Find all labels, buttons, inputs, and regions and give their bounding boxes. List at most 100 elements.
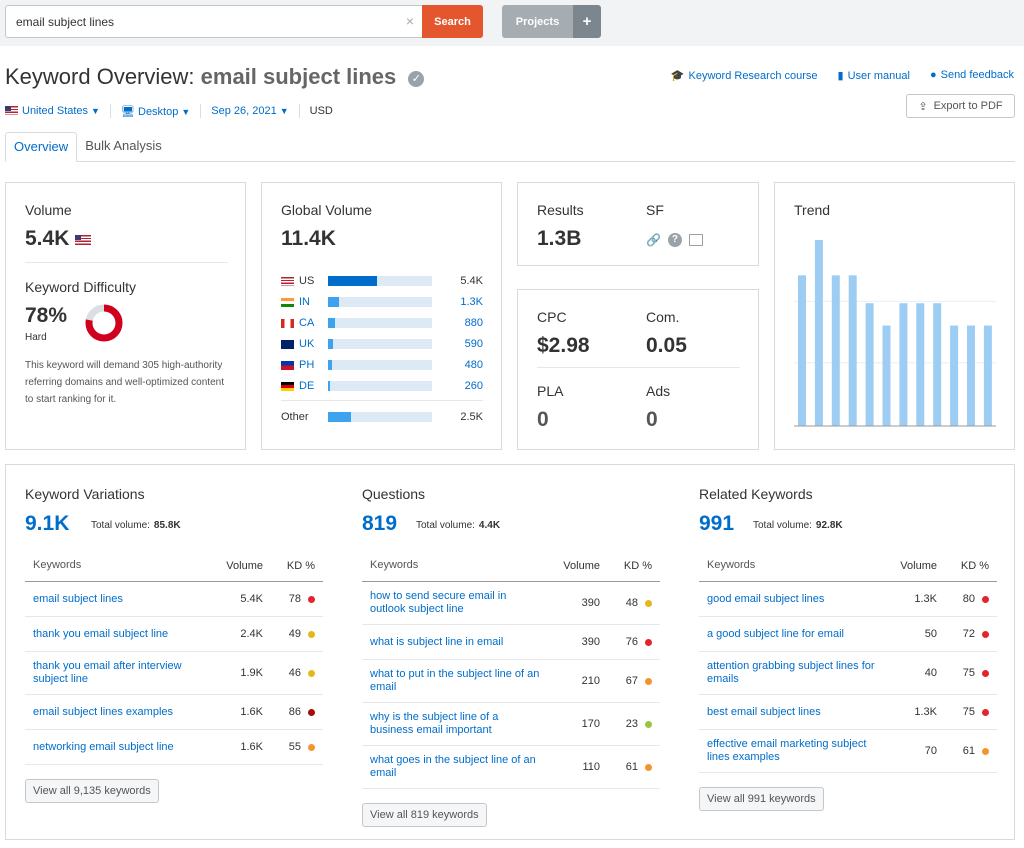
ca-flag-icon xyxy=(281,318,294,328)
other-value: 2.5K xyxy=(460,411,483,423)
col-volume[interactable]: Volume xyxy=(226,559,263,572)
trend-bar[interactable] xyxy=(983,325,992,426)
country-volume[interactable]: 880 xyxy=(464,317,483,329)
kd-donut xyxy=(85,304,123,342)
image-icon[interactable] xyxy=(688,234,703,246)
sf-title: SF xyxy=(646,202,664,218)
kd-value: 86 xyxy=(288,706,301,718)
country-code[interactable]: PH xyxy=(299,359,315,371)
kd-value: 78% xyxy=(25,304,68,327)
table-header: Keywords Volume KD % xyxy=(699,550,997,582)
trend-bar[interactable] xyxy=(882,325,891,426)
keyword-link[interactable]: why is the subject line of a business em… xyxy=(370,711,499,736)
question-icon[interactable]: ? xyxy=(667,233,682,247)
country-code[interactable]: US xyxy=(299,275,315,287)
trend-bar[interactable] xyxy=(814,240,823,426)
export-pdf-button[interactable]: ⇪ Export to PDF xyxy=(906,94,1015,118)
col-kd[interactable]: KD % xyxy=(960,559,989,572)
keywords-table: Keywords Volume KD % good email subject lin… xyxy=(699,550,997,773)
tab-overview[interactable]: Overview xyxy=(5,132,78,162)
trend-bar[interactable] xyxy=(798,275,806,426)
col-kd[interactable]: KD % xyxy=(286,559,315,572)
col-volume[interactable]: Volume xyxy=(563,559,600,572)
keyword-kd: 76 xyxy=(600,636,652,648)
keyword-link[interactable]: best email subject lines xyxy=(707,705,821,718)
keyword-link[interactable]: networking email subject line xyxy=(33,740,174,753)
divider xyxy=(537,367,740,368)
keyword-kd: 49 xyxy=(263,628,315,640)
section-count[interactable]: 819 xyxy=(362,512,398,535)
results-title: Results xyxy=(537,202,584,218)
keyword-link[interactable]: thank you email after interview subject … xyxy=(33,660,182,685)
global-volume-value: 11.4K xyxy=(281,227,336,250)
col-kd[interactable]: KD % xyxy=(623,559,652,572)
search-box: × xyxy=(5,5,483,38)
country-volume[interactable]: 590 xyxy=(464,338,483,350)
country-volume[interactable]: 1.3K xyxy=(460,296,483,308)
trend-bar[interactable] xyxy=(916,303,925,426)
send-feedback-link[interactable]: ● Send feedback xyxy=(930,69,1014,82)
keyword-link[interactable]: what goes in the subject line of an emai… xyxy=(370,754,536,779)
keyword-volume: 390 xyxy=(581,597,600,609)
keyword-link[interactable]: thank you email subject line xyxy=(33,627,169,640)
view-all-button[interactable]: View all 819 keywords xyxy=(362,803,487,827)
keyword-research-course-link[interactable]: 🎓 Keyword Research course xyxy=(671,69,818,82)
kd-donut-arc xyxy=(85,304,123,342)
keyword-link[interactable]: effective email marketing subject lines … xyxy=(707,738,867,763)
kd-value: 76 xyxy=(625,636,638,648)
keyword-link[interactable]: good email subject lines xyxy=(707,592,825,605)
trend-bar[interactable] xyxy=(967,325,975,426)
country-volume[interactable]: 260 xyxy=(464,380,483,392)
country-code[interactable]: DE xyxy=(299,380,315,392)
view-all-button[interactable]: View all 9,135 keywords xyxy=(25,779,159,803)
country-code[interactable]: CA xyxy=(299,317,315,329)
trend-bar[interactable] xyxy=(950,325,959,426)
section-count[interactable]: 9.1K xyxy=(25,512,70,535)
col-volume[interactable]: Volume xyxy=(900,559,937,572)
section-title: Related Keywords xyxy=(699,486,813,502)
kd-dot-icon xyxy=(645,599,652,607)
trend-bar[interactable] xyxy=(899,303,908,426)
us-flag-icon xyxy=(281,276,294,286)
kd-dot-icon xyxy=(308,669,315,677)
table-row: what to put in the subject line of an em… xyxy=(362,660,660,703)
trend-bar[interactable] xyxy=(848,275,857,426)
country-volume[interactable]: 480 xyxy=(464,359,483,371)
clear-icon[interactable]: × xyxy=(405,13,415,29)
chat-icon: ● xyxy=(929,69,937,81)
link-icon[interactable]: 🔗 xyxy=(646,233,661,247)
view-all-button[interactable]: View all 991 keywords xyxy=(699,787,824,811)
country-code[interactable]: UK xyxy=(299,338,315,350)
table-row: good email subject lines 1.3K 80 xyxy=(699,582,997,617)
device-select[interactable]: 🖥 Desktop ▼ xyxy=(121,105,190,118)
table-row: a good subject line for email 50 72 xyxy=(699,617,997,652)
country-code[interactable]: IN xyxy=(299,296,310,308)
table-row: how to send secure email in outlook subj… xyxy=(362,582,660,625)
keyword-volume: 50 xyxy=(924,628,937,640)
keyword-link[interactable]: what is subject line in email xyxy=(370,635,504,648)
add-project-button[interactable]: + xyxy=(573,5,601,38)
keyword-link[interactable]: attention grabbing subject lines for ema… xyxy=(707,660,875,685)
search-button[interactable]: Search xyxy=(422,5,483,38)
country-select[interactable]: United States ▼ xyxy=(5,105,100,117)
tab-bulk-analysis[interactable]: Bulk Analysis xyxy=(85,138,162,153)
keyword-link[interactable]: email subject lines xyxy=(33,592,123,605)
trend-bar[interactable] xyxy=(831,275,840,426)
date-select[interactable]: Sep 26, 2021 ▼ xyxy=(211,105,288,117)
keyword-link[interactable]: email subject lines examples xyxy=(33,705,174,718)
search-input[interactable] xyxy=(6,6,401,37)
ph-flag-icon xyxy=(281,360,294,370)
section-count[interactable]: 991 xyxy=(699,512,735,535)
keyword-kd: 75 xyxy=(937,706,989,718)
keyword-link[interactable]: what to put in the subject line of an em… xyxy=(370,668,540,693)
keyword-link[interactable]: how to send secure email in outlook subj… xyxy=(370,590,507,615)
keyword-volume: 5.4K xyxy=(240,593,263,605)
trend-bar[interactable] xyxy=(865,303,874,426)
kd-value: 72 xyxy=(962,628,975,640)
keyword-link[interactable]: a good subject line for email xyxy=(707,627,844,640)
keyword-kd: 78 xyxy=(263,593,315,605)
projects-button[interactable]: Projects xyxy=(502,5,573,38)
user-manual-link[interactable]: ▮ User manual xyxy=(838,69,910,82)
keyword-volume: 1.6K xyxy=(240,741,263,753)
trend-bar[interactable] xyxy=(933,303,942,426)
